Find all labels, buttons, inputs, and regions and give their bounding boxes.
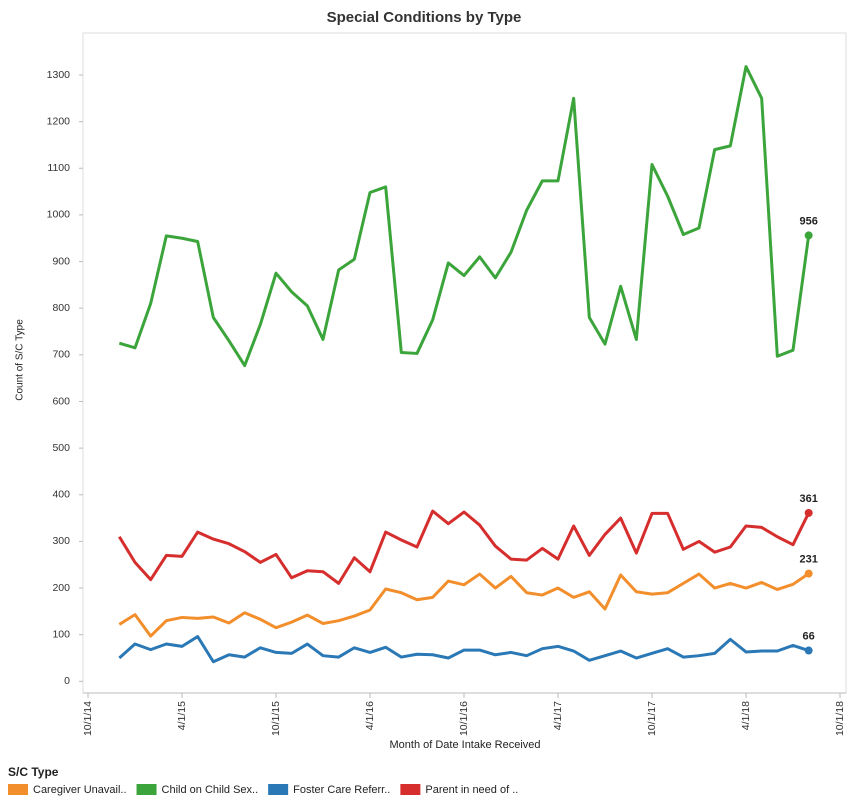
y-tick-label: 900 [52, 255, 70, 267]
y-tick-label: 500 [52, 442, 70, 454]
y-tick-label: 100 [52, 628, 70, 640]
x-tick-label: 10/1/15 [270, 701, 282, 736]
x-tick-label: 10/1/17 [646, 701, 658, 736]
y-tick-label: 1100 [47, 162, 70, 174]
x-tick-label: 4/1/17 [552, 701, 564, 730]
series-line [118, 572, 810, 638]
x-tick-label: 4/1/18 [740, 701, 752, 730]
y-tick-label: 0 [64, 675, 70, 687]
y-tick-label: 300 [52, 535, 70, 547]
legend-swatch [400, 784, 421, 795]
end-point [804, 569, 813, 578]
legend-swatch [136, 784, 157, 795]
legend-label: Caregiver Unavail.. [33, 784, 127, 796]
data-label: 956 [799, 215, 817, 227]
y-axis-label: Count of S/C Type [15, 319, 26, 401]
legend-title: S/C Type [8, 765, 59, 779]
data-label: 231 [799, 553, 817, 565]
x-tick-label: 10/1/14 [82, 701, 94, 736]
y-tick-label: 1300 [47, 69, 71, 81]
x-tick-label: 4/1/16 [364, 701, 376, 730]
end-point [804, 646, 813, 655]
legend-swatch [8, 784, 28, 795]
end-point [804, 508, 813, 517]
series-line [118, 635, 810, 664]
legend-label: Parent in need of .. [425, 784, 518, 796]
x-tick-label: 10/1/18 [834, 701, 846, 736]
x-axis-label: Month of Date Intake Received [389, 739, 540, 751]
end-point [804, 231, 813, 240]
y-tick-label: 1000 [47, 209, 71, 221]
legend-label: Child on Child Sex.. [162, 784, 259, 796]
x-tick-label: 4/1/15 [176, 701, 188, 730]
y-tick-label: 1200 [47, 115, 71, 127]
y-tick-label: 200 [52, 582, 70, 594]
x-tick-label: 10/1/16 [458, 701, 470, 736]
series-line [118, 65, 811, 368]
data-label: 66 [803, 630, 815, 642]
legend-label: Foster Care Referr.. [293, 784, 390, 796]
y-tick-label: 800 [52, 302, 70, 314]
legend-swatch [268, 784, 289, 795]
series-line [118, 509, 811, 585]
y-tick-label: 600 [52, 395, 70, 407]
chart-title: Special Conditions by Type [327, 9, 522, 26]
y-tick-label: 700 [52, 349, 70, 361]
y-tick-label: 400 [52, 489, 70, 501]
data-label: 361 [799, 493, 817, 505]
